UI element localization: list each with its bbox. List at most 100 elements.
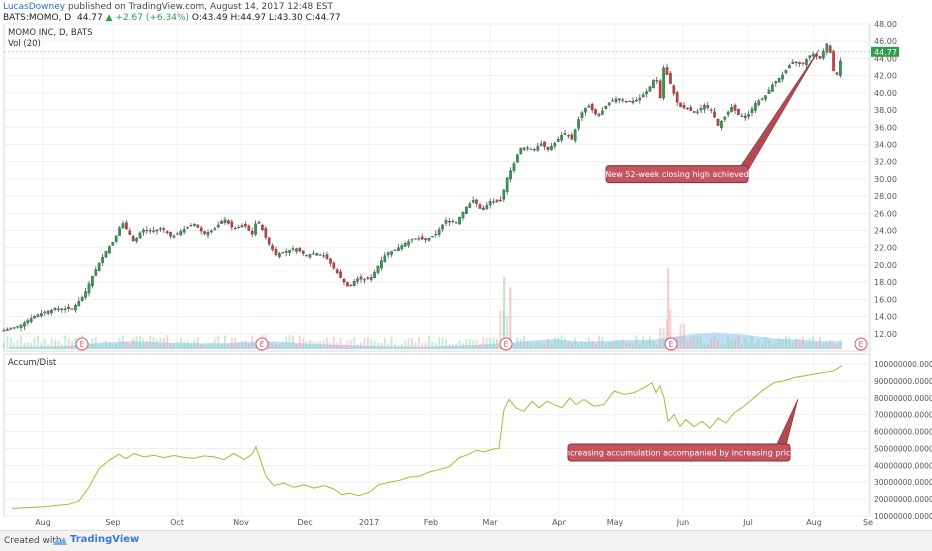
candle-body: [696, 111, 699, 113]
axis-layer: 12.00 14.00 16.00 18.00 20.00 22.00 24.00 26.00…: [4, 20, 932, 527]
volume-bar: [159, 337, 162, 349]
candle-body: [356, 278, 359, 282]
volume-bar: [23, 343, 26, 349]
volume-bar: [778, 338, 781, 349]
candle-body: [206, 232, 210, 236]
candle-body: [335, 269, 339, 274]
volume-bar: [751, 335, 753, 349]
price-tick-label: 34.00: [874, 140, 897, 149]
candle-body: [104, 251, 108, 258]
candle-body: [182, 229, 186, 233]
candle-body: [611, 100, 614, 102]
volume-bar: [829, 339, 832, 349]
candle-body: [240, 225, 244, 228]
volume-bar: [332, 336, 335, 349]
candle-body: [536, 146, 540, 151]
tradingview-brand[interactable]: TradingView: [70, 534, 140, 545]
candle-body: [461, 211, 465, 219]
candle-body: [349, 285, 353, 287]
volume-bar: [503, 276, 506, 349]
candle-body: [798, 62, 801, 64]
volume-bar: [271, 342, 274, 349]
candle-body: [213, 228, 217, 230]
volume-bar: [768, 340, 770, 349]
candle-body: [138, 232, 142, 239]
volume-bar: [836, 344, 838, 349]
volume-bar: [247, 343, 250, 349]
candle-body: [590, 103, 594, 111]
candle-body: [417, 238, 421, 240]
volume-bar: [411, 338, 413, 349]
volume-bar: [761, 344, 764, 349]
candle-body: [94, 269, 98, 276]
volume-bar: [366, 337, 369, 349]
volume-bar: [16, 340, 19, 349]
last-price-label: 44.77: [874, 48, 897, 57]
tradingview-logo-icon: [53, 537, 67, 545]
candle-body: [131, 235, 135, 242]
volume-bar: [825, 342, 828, 349]
candle-body: [342, 279, 346, 283]
candle-body: [587, 105, 591, 108]
ad-pane-border: [3, 353, 871, 517]
candle-body: [216, 224, 220, 228]
volume-bar: [455, 343, 458, 349]
volume-bar: [326, 337, 328, 349]
candle-body: [465, 206, 468, 214]
volume-bar: [111, 345, 114, 349]
price-tick-label: 36.00: [874, 123, 897, 132]
price-tick-label: 24.00: [874, 227, 897, 236]
volume-bar: [254, 344, 257, 349]
candle-body: [261, 224, 264, 230]
candle-body: [505, 177, 509, 192]
volume-bar: [363, 338, 366, 349]
symbol-header: BATS:MOMO, D 44.77 ▲ +2.67 (+6.34%) O:43…: [3, 13, 341, 23]
candle-body: [509, 170, 512, 180]
candle-body: [475, 199, 478, 204]
volume-bar: [115, 343, 118, 349]
volume-bar: [594, 343, 597, 349]
candle-body: [9, 328, 13, 330]
candle-body: [172, 235, 176, 238]
ad-tick-label: 100000000.0000: [874, 360, 932, 369]
ad-tick-label: 90000000.0000: [874, 377, 932, 386]
author-link[interactable]: LucasDowney: [3, 2, 66, 12]
candle-body: [325, 254, 329, 259]
candle-body: [672, 85, 676, 94]
volume-bar: [122, 335, 124, 349]
volume-bar: [309, 339, 311, 349]
volume-bar: [217, 335, 220, 349]
candle-body: [298, 248, 302, 252]
ad-tick-label: 60000000.0000: [874, 428, 932, 437]
volume-bar: [802, 337, 804, 349]
volume-bar: [727, 336, 730, 349]
candle-body: [148, 230, 152, 232]
volume-bar: [618, 340, 621, 349]
volume-bar: [64, 335, 67, 349]
x-tick-label: Mar: [482, 518, 498, 527]
candle-body: [444, 220, 448, 224]
volume-bar: [237, 341, 240, 349]
volume-bar: [744, 338, 747, 349]
volume-bar: [26, 342, 29, 349]
candle-body: [631, 100, 635, 104]
volume-bar: [774, 343, 777, 349]
volume-bar: [608, 342, 611, 349]
price-tick-label: 18.00: [874, 278, 897, 287]
candle-body: [291, 248, 295, 250]
candle-body: [87, 283, 91, 294]
volume-bar: [438, 336, 441, 349]
candle-body: [312, 253, 315, 255]
candle-body: [43, 311, 47, 314]
volume-bar: [9, 337, 12, 349]
symbol-label: BATS:MOMO, D: [3, 13, 72, 23]
volume-bar: [278, 345, 281, 349]
volume-bar: [577, 343, 580, 349]
volume-bar: [74, 337, 77, 349]
price-tick-label: 46.00: [874, 37, 897, 46]
candle-body: [832, 50, 835, 72]
candle-body: [403, 242, 407, 247]
candle-body: [675, 92, 679, 103]
volume-bar: [581, 340, 583, 349]
